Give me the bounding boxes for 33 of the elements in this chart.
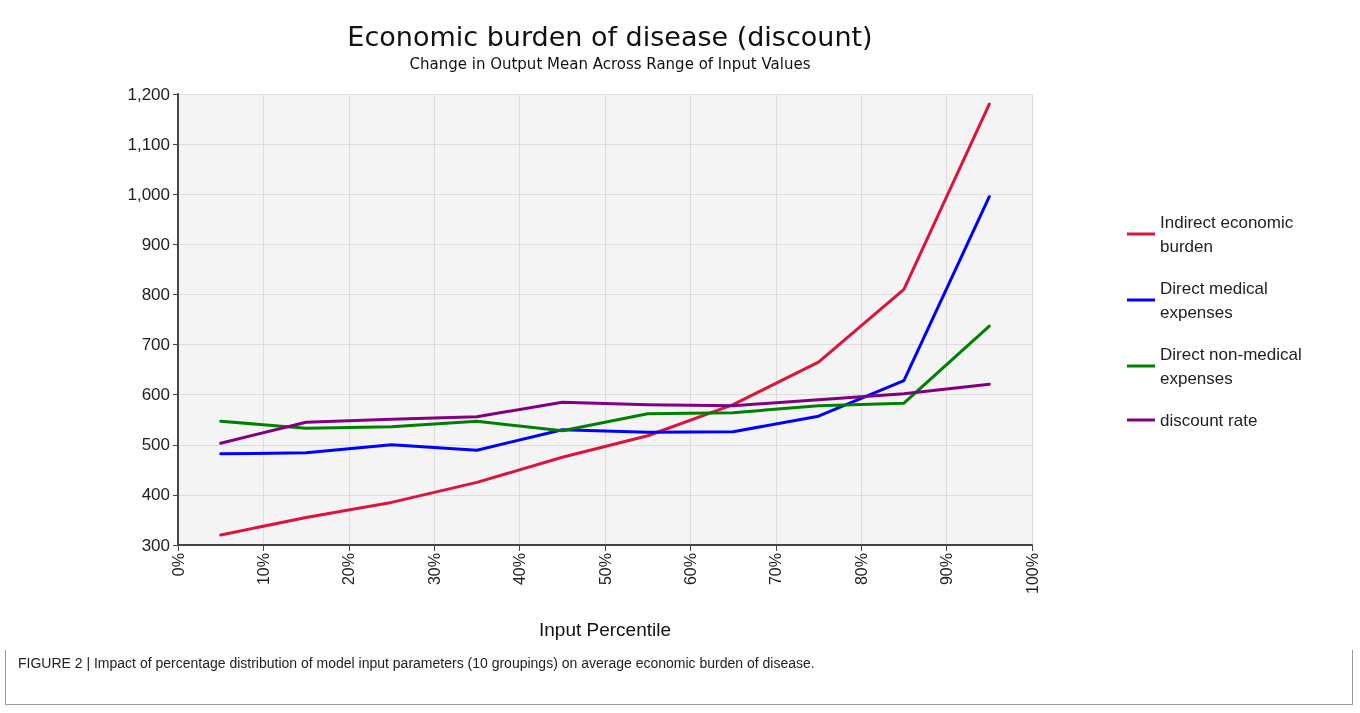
y-tick-label: 700 xyxy=(141,335,170,355)
y-tick-label: 500 xyxy=(141,435,170,455)
x-tick-label: 80% xyxy=(852,553,870,586)
x-tick-label: 20% xyxy=(340,553,358,586)
y-tick-label: 900 xyxy=(141,234,170,254)
x-tick-label: 30% xyxy=(425,553,443,586)
x-tick-label: 50% xyxy=(596,553,614,586)
caption: FIGURE 2 | Impact of percentage distribution of model input parameters (10 groupings) on average economic burden of disease. xyxy=(18,655,815,671)
y-tick-label: 600 xyxy=(141,385,170,405)
legend-label: discount rate xyxy=(1160,410,1258,430)
x-tick-label: 10% xyxy=(254,553,272,586)
chart-title: Economic burden of disease (discount) xyxy=(347,21,873,52)
x-tick-label: 90% xyxy=(938,553,956,586)
x-tick-label: 70% xyxy=(767,553,785,586)
x-tick-label: 60% xyxy=(681,553,699,586)
y-tick-label: 1,000 xyxy=(127,184,170,204)
line-series xyxy=(219,324,991,433)
y-tick-label: 800 xyxy=(141,284,170,304)
legend-label: Indirect economic burden xyxy=(1160,212,1298,256)
y-tick-label: 300 xyxy=(141,535,170,555)
line-series xyxy=(219,382,991,445)
legend-label: Direct medical expenses xyxy=(1160,278,1273,322)
x-axis-title: Input Percentile xyxy=(538,619,672,640)
legend-label: Direct non-medical expenses xyxy=(1160,344,1307,388)
x-tick-label: 100% xyxy=(1023,553,1041,594)
x-tick-label: 0% xyxy=(169,553,187,577)
y-tick-label: 1,100 xyxy=(127,134,170,154)
chart-subtitle: Change in Output Mean Across Range of Input Values xyxy=(409,54,811,73)
y-tick-label: 1,200 xyxy=(127,84,170,104)
y-tick-label: 400 xyxy=(141,485,170,505)
line-series xyxy=(219,102,991,537)
x-tick-label: 40% xyxy=(511,553,529,586)
line-series xyxy=(219,195,991,456)
